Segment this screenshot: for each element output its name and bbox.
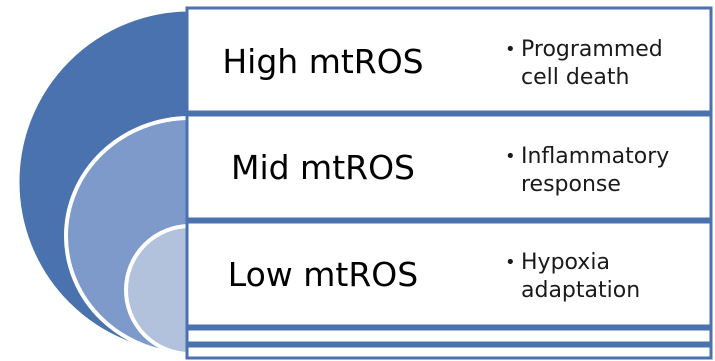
base-bar-bottom [185,344,713,360]
level-bar-low [185,220,713,328]
level-bar-high [185,6,713,114]
base-bar-lower [185,327,713,345]
level-label-low: Low mtROS [227,255,419,294]
level-bar-mid [185,113,713,221]
effect-item-high: • Programmed cell death [505,36,705,92]
effect-text-high: Programmed cell death [521,37,663,90]
level-label-high: High mtROS [222,42,424,81]
bullet-icon: • [505,146,516,167]
bullet-icon: • [505,252,516,273]
level-label-mid: Mid mtROS [230,148,415,187]
effect-item-low: • Hypoxia adaptation [505,249,705,305]
effect-item-mid: • Inflammatory response [505,143,705,199]
inner-arc-shape [124,223,192,357]
effect-text-mid: Inflammatory response [521,144,670,197]
effect-text-low: Hypoxia adaptation [521,250,641,303]
bullet-icon: • [505,39,516,60]
